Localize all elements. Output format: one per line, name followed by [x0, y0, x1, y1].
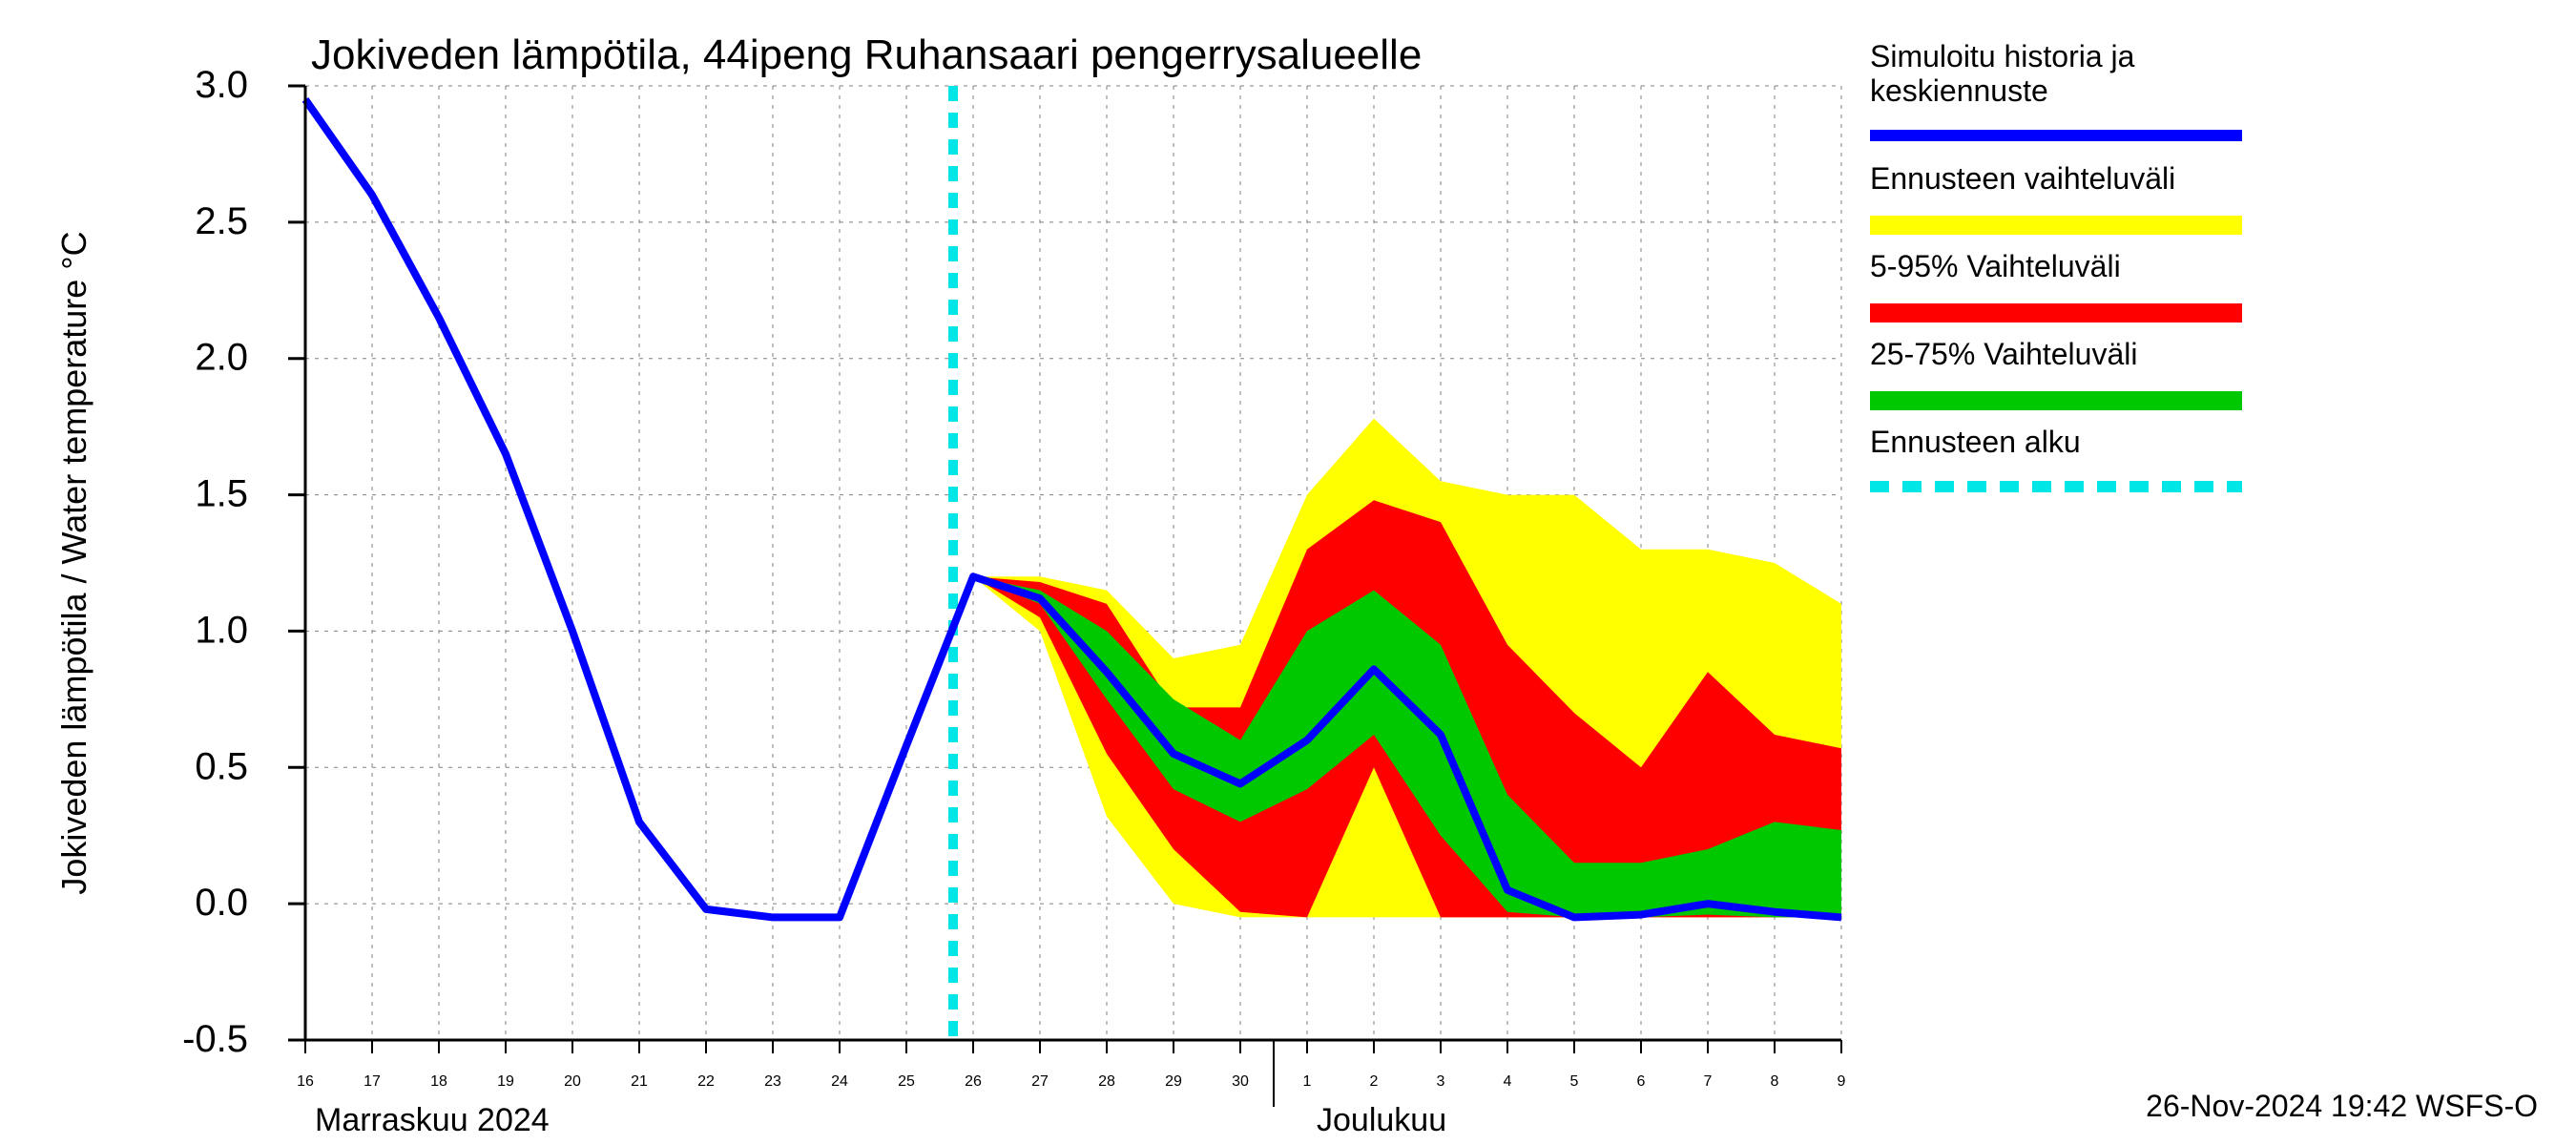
x-tick-label: 17	[364, 1073, 381, 1090]
y-tick-label: -0.5	[182, 1018, 248, 1060]
y-tick-label: 2.0	[195, 337, 248, 379]
y-axis-label: Jokiveden lämpötila / Water temperature …	[54, 231, 93, 894]
x-tick-label: 5	[1570, 1073, 1579, 1090]
x-tick-label: 28	[1098, 1073, 1115, 1090]
x-tick-label: 21	[631, 1073, 648, 1090]
x-tick-label: 4	[1504, 1073, 1512, 1090]
legend-swatch-area	[1870, 391, 2242, 410]
y-tick-label: 2.5	[195, 200, 248, 242]
x-tick-label: 8	[1771, 1073, 1779, 1090]
x-tick-label: 27	[1031, 1073, 1049, 1090]
x-tick-label: 24	[831, 1073, 848, 1090]
x-tick-label: 22	[697, 1073, 715, 1090]
month-label: Marraskuu 2024	[315, 1102, 550, 1138]
legend-label: Simuloitu historia ja	[1870, 39, 2135, 73]
y-tick-label: 1.5	[195, 473, 248, 515]
timestamp: 26-Nov-2024 19:42 WSFS-O	[2146, 1089, 2538, 1123]
month-label: Joulukuu	[1317, 1102, 1446, 1138]
legend-label: Ennusteen vaihteluväli	[1870, 161, 2175, 196]
legend-label: 5-95% Vaihteluväli	[1870, 249, 2121, 283]
x-tick-label: 25	[898, 1073, 915, 1090]
y-tick-label: 3.0	[195, 64, 248, 106]
x-tick-label: 18	[430, 1073, 447, 1090]
x-tick-label: 3	[1437, 1073, 1445, 1090]
chart-title: Jokiveden lämpötila, 44ipeng Ruhansaari …	[311, 31, 1422, 78]
legend-label: Ennusteen alku	[1870, 425, 2081, 459]
x-tick-label: 16	[297, 1073, 314, 1090]
x-tick-label: 30	[1232, 1073, 1249, 1090]
x-tick-label: 1	[1303, 1073, 1312, 1090]
y-tick-label: 0.5	[195, 745, 248, 787]
legend-label: keskiennuste	[1870, 73, 2048, 108]
x-tick-label: 19	[497, 1073, 514, 1090]
x-tick-label: 2	[1370, 1073, 1379, 1090]
x-tick-label: 23	[764, 1073, 781, 1090]
legend-swatch-area	[1870, 303, 2242, 323]
legend-swatch-area	[1870, 216, 2242, 235]
legend-label: 25-75% Vaihteluväli	[1870, 337, 2137, 371]
x-tick-label: 7	[1704, 1073, 1713, 1090]
x-tick-label: 26	[965, 1073, 982, 1090]
x-tick-label: 29	[1165, 1073, 1182, 1090]
y-tick-label: 0.0	[195, 882, 248, 924]
y-tick-label: 1.0	[195, 609, 248, 651]
x-tick-label: 6	[1637, 1073, 1646, 1090]
x-tick-label: 9	[1838, 1073, 1846, 1090]
x-tick-label: 20	[564, 1073, 581, 1090]
